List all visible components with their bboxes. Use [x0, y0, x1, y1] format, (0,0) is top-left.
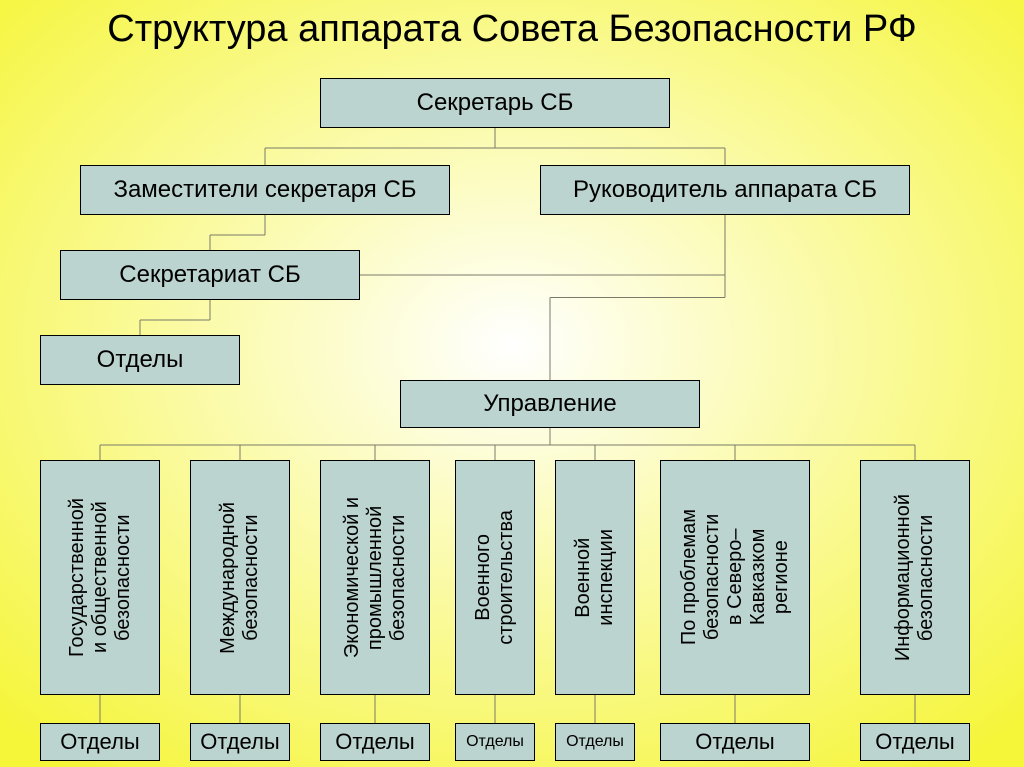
node-dept7: Отделы: [860, 723, 970, 761]
node-dept2: Отделы: [190, 723, 290, 761]
node-dept_top: Отделы: [40, 335, 240, 385]
node-dept1: Отделы: [40, 723, 160, 761]
node-head: Руководитель аппарата СБ: [540, 165, 910, 215]
node-dept3: Отделы: [320, 723, 430, 761]
node-deputies: Заместители секретаря СБ: [80, 165, 450, 215]
node-secretariat: Секретариат СБ: [60, 250, 360, 300]
page-title: Структура аппарата Совета Безопасности Р…: [20, 8, 1004, 58]
node-dir2: Международной безопасности: [190, 460, 290, 695]
node-dir4: Военного строительства: [455, 460, 535, 695]
node-dept5: Отделы: [555, 723, 635, 761]
node-dir6: По проблемам безопасности в Северо– Кавк…: [660, 460, 810, 695]
node-dir1: Государственной и общественной безопасно…: [40, 460, 160, 695]
org-chart-stage: Структура аппарата Совета Безопасности Р…: [0, 0, 1024, 767]
node-management: Управление: [400, 380, 700, 428]
node-dir7: Информационной безопасности: [860, 460, 970, 695]
node-secretary: Секретарь СБ: [320, 78, 670, 128]
node-dir5: Военной инспекции: [555, 460, 635, 695]
node-dept6: Отделы: [660, 723, 810, 761]
node-dir3: Экономической и промышленной безопасност…: [320, 460, 430, 695]
node-dept4: Отделы: [455, 723, 535, 761]
